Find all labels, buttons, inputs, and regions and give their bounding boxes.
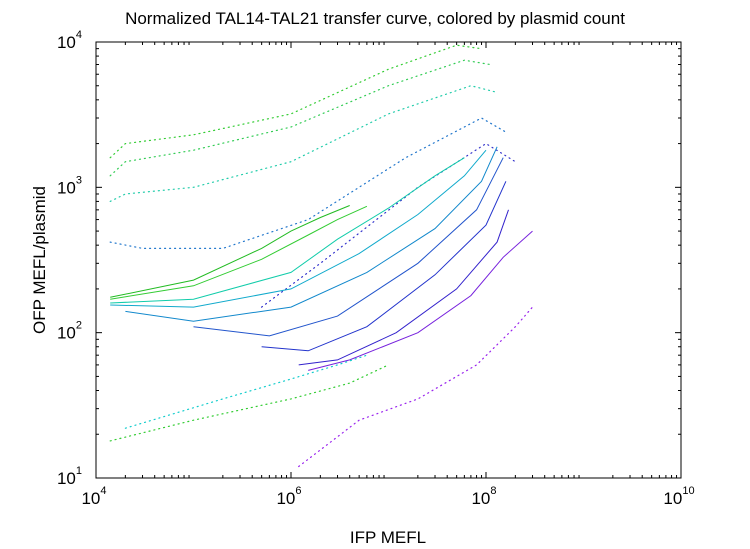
plot-area <box>109 44 534 468</box>
x-tick-label: 108 <box>471 485 496 508</box>
series-line-11 <box>193 157 504 337</box>
y-tick-label: 104 <box>57 29 82 52</box>
series-line-10 <box>125 146 498 322</box>
series-line-2 <box>109 59 491 177</box>
tick-layer: 104 106 108 1010 101 102 103 104 <box>57 29 695 508</box>
series-line-1 <box>109 44 483 159</box>
series-line-6 <box>110 205 350 298</box>
series-line-9 <box>110 149 487 308</box>
x-tick-label: 104 <box>81 485 106 508</box>
chart-title: Normalized TAL14-TAL21 transfer curve, c… <box>125 9 625 28</box>
series-line-14 <box>308 230 533 371</box>
series-line-17 <box>298 306 534 468</box>
x-axis-label: IFP MEFL <box>350 528 426 547</box>
x-tick-label: 106 <box>276 485 301 508</box>
y-axis-label: OFP MEFL/plasmid <box>30 186 49 334</box>
plot-frame <box>95 41 682 479</box>
series-line-15 <box>109 364 390 442</box>
series-line-7 <box>110 205 368 300</box>
series-line-3 <box>109 85 498 202</box>
y-tick-label: 101 <box>57 465 82 488</box>
series-line-8 <box>110 157 465 304</box>
series-line-16 <box>124 354 368 429</box>
x-tick-label: 1010 <box>663 485 694 508</box>
y-tick-label: 102 <box>57 320 82 343</box>
series-line-12 <box>261 181 507 352</box>
y-tick-label: 103 <box>57 174 82 197</box>
series-line-13 <box>298 209 509 366</box>
